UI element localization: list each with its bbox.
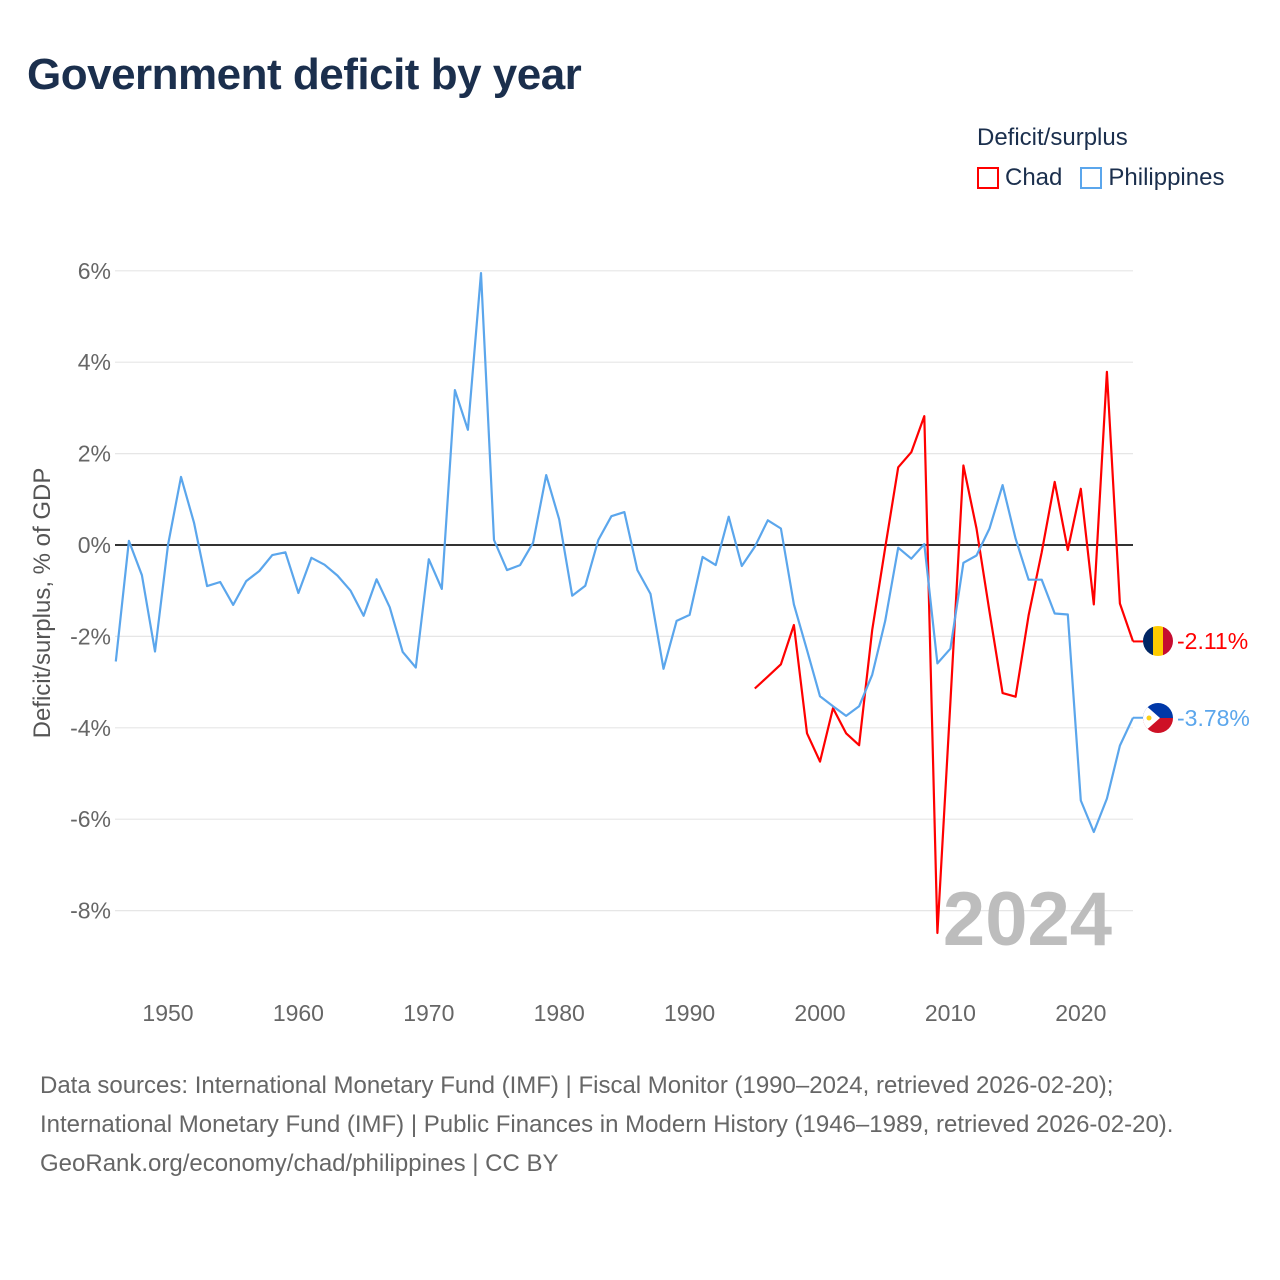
x-tick-label: 1980 — [534, 1000, 585, 1026]
philippines-end-marker: -3.78% — [1143, 703, 1250, 733]
philippines-end-label: -3.78% — [1177, 705, 1250, 731]
year-watermark: 2024 — [943, 877, 1112, 962]
gridlines — [115, 270, 1133, 912]
x-tick-label: 1990 — [664, 1000, 715, 1026]
philippines-flag-icon — [1143, 703, 1173, 733]
series-lines — [114, 272, 1143, 935]
footer: Data sources: International Monetary Fun… — [40, 1066, 1240, 1183]
legend-label-chad: Chad — [1005, 164, 1063, 191]
series-line-chad[interactable] — [754, 370, 1135, 935]
y-tick-labels: 6% 4% 2% 0% -2% -4% -6% -8% — [70, 258, 111, 924]
legend-label-philippines: Philippines — [1108, 164, 1225, 191]
y-tick-label: -8% — [70, 898, 111, 924]
legend-swatch-chad — [977, 167, 999, 189]
y-tick-label: -6% — [70, 806, 111, 832]
y-tick-label: 0% — [78, 532, 111, 558]
credit-link[interactable]: GeoRank.org/economy/chad/philippines | C… — [40, 1150, 559, 1177]
x-tick-label: 2010 — [925, 1000, 976, 1026]
x-tick-label: 2000 — [794, 1000, 845, 1026]
data-sources: Data sources: International Monetary Fun… — [40, 1072, 1174, 1138]
x-tick-label: 2020 — [1055, 1000, 1106, 1026]
legend-swatch-philippines — [1080, 167, 1103, 189]
legend: Deficit/surplus Chad Philippines — [977, 124, 1224, 192]
x-tick-label: 1950 — [142, 1000, 193, 1026]
y-tick-label: -2% — [70, 623, 111, 649]
legend-item-chad[interactable]: Chad — [977, 164, 1062, 192]
y-tick-label: -4% — [70, 715, 111, 741]
y-axis-label: Deficit/surplus, % of GDP — [29, 468, 56, 739]
x-tick-labels: 1950 1960 1970 1980 1990 2000 2010 2020 — [142, 1000, 1106, 1026]
chart-title: Government deficit by year — [27, 50, 582, 99]
legend-title: Deficit/surplus — [977, 124, 1128, 151]
line-chart: 6% 4% 2% 0% -2% -4% -6% -8% 1950 1960 1970 1980 199… — [29, 258, 1250, 1026]
legend-item-philippines[interactable]: Philippines — [1080, 164, 1224, 192]
x-tick-label: 1960 — [273, 1000, 324, 1026]
chad-flag-icon — [1143, 626, 1173, 656]
y-tick-label: 2% — [78, 441, 111, 467]
chad-end-label: -2.11% — [1177, 628, 1248, 654]
y-tick-label: 4% — [78, 349, 111, 375]
y-tick-label: 6% — [78, 258, 111, 284]
series-line-philippines[interactable] — [114, 272, 1134, 834]
x-tick-label: 1970 — [403, 1000, 454, 1026]
chad-end-marker: -2.11% — [1143, 626, 1248, 656]
